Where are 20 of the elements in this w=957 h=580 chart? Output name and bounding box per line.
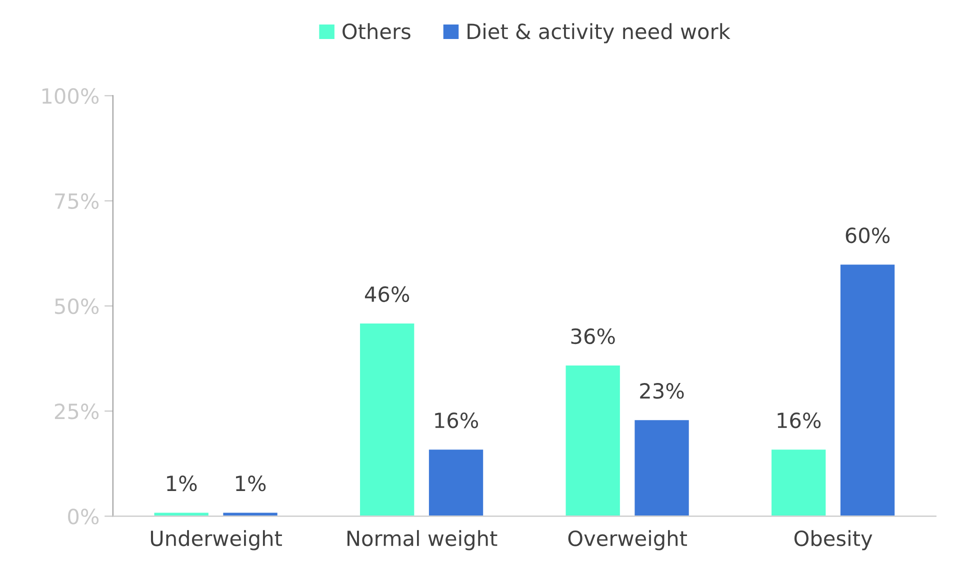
bar: [633, 418, 690, 516]
bar: [839, 263, 896, 516]
x-tick-label: Overweight: [568, 530, 687, 550]
text: 16%: [435, 412, 478, 428]
text: 1%: [236, 476, 266, 492]
legend-label: Others: [342, 23, 410, 40]
bar: [428, 448, 484, 516]
x-tick-label: Normal weight: [347, 530, 498, 550]
text: 60%: [846, 227, 890, 244]
bar: [770, 448, 828, 516]
text: 36%: [571, 328, 615, 344]
x-tick-label: Obesity: [794, 530, 872, 550]
x-tick-label: Underweight: [150, 530, 282, 550]
text: 1%: [167, 476, 197, 492]
text: 46%: [364, 286, 410, 302]
legend-label: Diet & activity need work: [468, 23, 730, 44]
bar: [358, 322, 416, 516]
bar: [564, 364, 622, 516]
text: 16%: [778, 412, 821, 428]
text: 23%: [640, 383, 684, 399]
